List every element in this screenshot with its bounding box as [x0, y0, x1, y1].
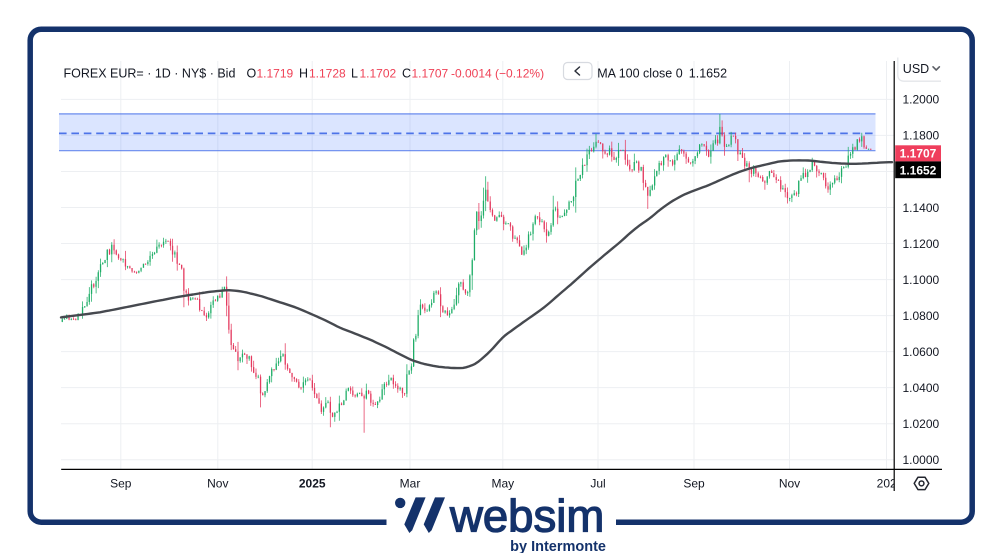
svg-text:1.0600: 1.0600	[903, 345, 940, 359]
svg-text:H: H	[299, 67, 308, 81]
svg-text:1.1707: 1.1707	[412, 67, 449, 81]
svg-text:USD: USD	[903, 62, 929, 76]
svg-text:2025: 2025	[299, 477, 326, 491]
svg-text:-0.0014 (−0.12%): -0.0014 (−0.12%)	[451, 67, 544, 81]
svg-text:Sep: Sep	[683, 477, 705, 491]
svg-text:1.1652: 1.1652	[900, 163, 937, 177]
svg-text:1.1200: 1.1200	[903, 237, 940, 251]
svg-text:2026: 2026	[877, 477, 904, 491]
svg-text:Mar: Mar	[400, 477, 421, 491]
svg-text:1.1728: 1.1728	[309, 67, 346, 81]
svg-text:1.2000: 1.2000	[903, 93, 940, 107]
svg-text:O: O	[247, 67, 257, 81]
svg-text:1.0800: 1.0800	[903, 309, 940, 323]
svg-text:Nov: Nov	[207, 477, 228, 491]
svg-text:by Intermonte: by Intermonte	[510, 539, 606, 553]
svg-text:1.1800: 1.1800	[903, 129, 940, 143]
svg-text:1.1652: 1.1652	[689, 67, 727, 81]
svg-text:1.1719: 1.1719	[257, 67, 294, 81]
svg-text:C: C	[402, 67, 411, 81]
svg-text:Jul: Jul	[590, 477, 605, 491]
svg-text:L: L	[351, 67, 358, 81]
svg-text:1.0400: 1.0400	[903, 381, 940, 395]
svg-text:1.0200: 1.0200	[903, 417, 940, 431]
svg-text:MA 100 close 0: MA 100 close 0	[597, 67, 683, 81]
svg-text:1.1000: 1.1000	[903, 273, 940, 287]
svg-text:1.1702: 1.1702	[360, 67, 397, 81]
svg-text:Nov: Nov	[779, 477, 800, 491]
svg-text:1.1400: 1.1400	[903, 201, 940, 215]
svg-text:Sep: Sep	[110, 477, 132, 491]
svg-text:1.1707: 1.1707	[900, 147, 937, 161]
svg-text:May: May	[491, 477, 514, 491]
svg-text:FOREX EUR= · 1D · NY$ · Bid: FOREX EUR= · 1D · NY$ · Bid	[64, 67, 236, 81]
svg-text:websim: websim	[449, 491, 604, 542]
svg-text:1.0000: 1.0000	[903, 453, 940, 467]
